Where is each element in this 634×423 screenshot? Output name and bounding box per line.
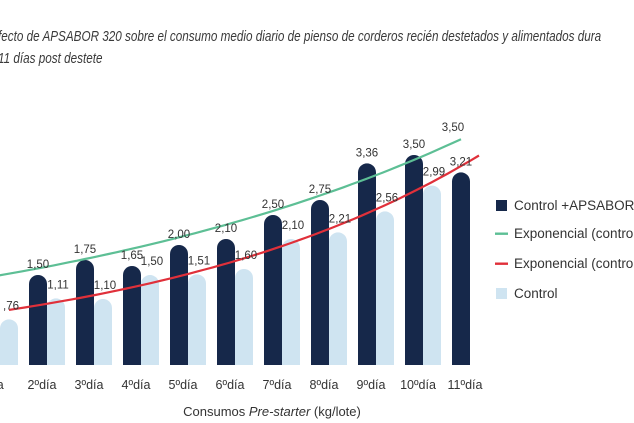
legend-item-exp-control-apsabor: Exponencial (control+A [495, 226, 634, 241]
data-label-control: 1,11 [47, 279, 69, 291]
data-label-control-apsabor: 1,50 [27, 259, 49, 271]
data-label-control-apsabor: 1,75 [74, 244, 96, 256]
bar-control [141, 275, 159, 365]
bar-control [235, 269, 253, 365]
x-tick-label: 6ºdía [216, 378, 245, 392]
data-label-control: 2,99 [423, 167, 445, 179]
x-axis-title-part: Consumos [183, 404, 249, 419]
bar-control [47, 298, 65, 365]
x-tick-label: 8ºdía [310, 378, 339, 392]
data-label-control-apsabor: 3,21 [450, 156, 472, 168]
data-label-control: 2,21 [329, 213, 351, 225]
data-label-control-apsabor: 3,50 [403, 139, 425, 151]
legend-label: Control +APSABOR 320 [514, 198, 634, 213]
data-label-control: 1,50 [141, 256, 163, 268]
data-label-control-apsabor: 2,50 [262, 199, 284, 211]
bar-control [0, 319, 18, 365]
x-tick-label: día [0, 378, 4, 392]
chart-title-line-2: 11 días post destete [0, 50, 103, 67]
legend-item-control-apsabor: Control +APSABOR 320 [496, 198, 634, 213]
bar-control-apsabor [76, 260, 94, 365]
legend-item-control: Control [496, 286, 558, 301]
bar-control-apsabor [170, 245, 188, 365]
x-axis-title-part: Pre-starter [249, 404, 311, 419]
bar-control [423, 185, 441, 365]
x-axis-title-part: (kg/lote) [310, 404, 361, 419]
chart-title-line-1: fecto de APSABOR 320 sobre el consumo me… [0, 28, 602, 45]
x-axis-title: Consumos Pre-starter (kg/lote) [183, 404, 361, 419]
legend-swatch [496, 200, 507, 211]
trendline-control-apsabor [0, 138, 462, 277]
data-label-control: ,76 [3, 300, 19, 312]
chart-title: fecto de APSABOR 320 sobre el consumo me… [0, 26, 602, 70]
chart-marks: ,761,501,111,751,101,651,502,001,512,101… [0, 122, 483, 392]
bar-control [188, 274, 206, 365]
data-label-control: 1,51 [188, 255, 210, 267]
data-label-control-apsabor: 2,00 [168, 229, 190, 241]
legend-swatch [495, 232, 508, 235]
data-label-control-apsabor: 2,10 [215, 223, 237, 235]
x-tick-label: 11ºdía [448, 378, 483, 392]
legend-label: Exponencial (control) [514, 256, 634, 271]
bar-control-apsabor [452, 172, 470, 365]
data-label-control: 2,10 [282, 220, 304, 232]
legend-item-exp-control: Exponencial (control) [495, 256, 634, 271]
x-tick-label: 5ºdía [169, 378, 198, 392]
x-tick-label: 9ºdía [357, 378, 386, 392]
data-label-control-apsabor: 2,75 [309, 184, 331, 196]
bar-control-apsabor [29, 275, 47, 365]
legend-swatch [495, 262, 508, 265]
bar-control-apsabor [311, 200, 329, 365]
x-tick-label: 10ºdía [400, 378, 436, 392]
x-tick-label: 7ºdía [263, 378, 292, 392]
bar-control-apsabor [217, 239, 235, 365]
bar-control-apsabor [264, 215, 282, 365]
bar-control [94, 299, 112, 365]
data-label-control: 2,56 [376, 192, 398, 204]
bar-control [329, 232, 347, 365]
x-tick-label: 2ºdía [28, 378, 57, 392]
legend-label: Control [514, 286, 558, 301]
bar-control [376, 211, 394, 365]
bar-control-apsabor [358, 163, 376, 365]
bar-control-apsabor [123, 266, 141, 365]
x-tick-label: 4ºdía [122, 378, 151, 392]
bar-control [282, 239, 300, 365]
x-tick-label: 3ºdía [75, 378, 104, 392]
legend-swatch [496, 288, 507, 299]
data-label-control: 1,60 [235, 250, 257, 262]
trendline-end-label: 3,50 [442, 122, 464, 134]
data-label-control-apsabor: 3,36 [356, 147, 378, 159]
data-label-control: 1,10 [94, 280, 116, 292]
trendline-control [8, 154, 480, 311]
bar-control-apsabor [405, 155, 423, 365]
legend-label: Exponencial (control+A [514, 226, 634, 241]
data-label-control-apsabor: 1,65 [121, 250, 143, 262]
chart-legend: Control +APSABOR 320 Exponencial (control… [495, 198, 634, 301]
